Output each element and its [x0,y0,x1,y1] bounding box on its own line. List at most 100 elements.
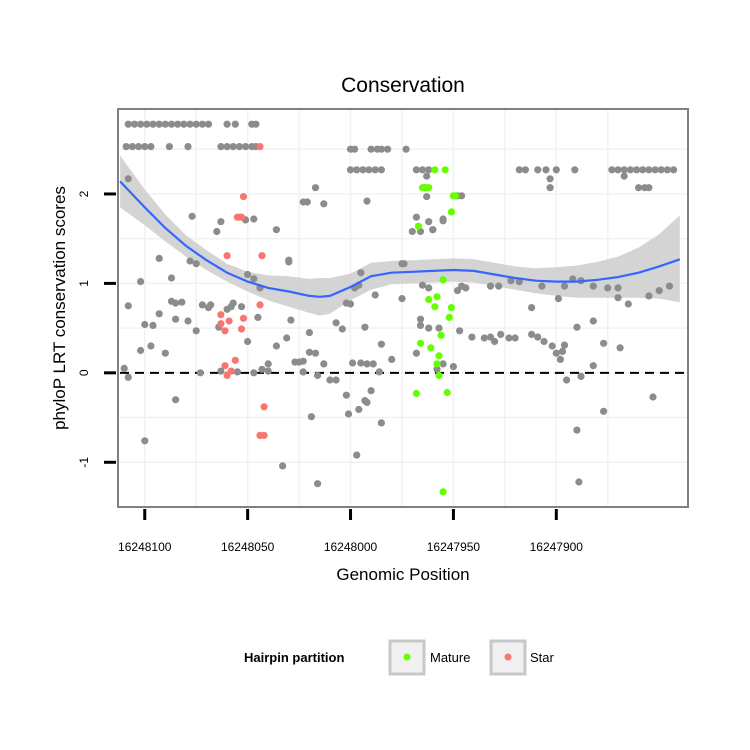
data-point-other [429,226,437,234]
data-point-other [198,120,206,128]
data-point-other [540,337,548,346]
data-point-other [299,357,307,365]
data-point-other [435,324,443,332]
y-tick-label: 1 [77,280,91,287]
data-point-mature [418,184,427,192]
data-point-other [377,145,385,153]
data-point-other [458,192,466,200]
x-tick-label: 16248100 [118,540,172,554]
x-axis: 16248100 16248050 16248000 16247950 16247900 [118,509,583,554]
data-point-other [665,282,674,290]
data-point-other [124,302,132,310]
data-point-other [546,184,554,192]
data-point-other [505,334,513,342]
data-point-other [439,360,447,368]
y-tick-label: 2 [77,190,91,197]
data-point-star [221,327,229,335]
data-point-other [237,303,246,311]
legend-label-star: Star [530,650,555,665]
data-point-other [320,360,328,368]
data-point-star [223,371,231,380]
y-axis-title: phyloP LRT conservation scores [50,186,69,430]
data-point-other [264,360,272,368]
data-point-other [355,405,363,414]
data-point-other [614,284,622,292]
data-point-other [573,426,581,434]
data-point-other [346,300,355,308]
x-tick-label: 16248050 [221,540,275,554]
data-point-mature [435,352,443,360]
y-tick-label: 0 [77,369,91,376]
data-point-other [279,462,287,470]
data-point-other [560,341,569,349]
data-point-other [423,193,431,201]
data-point-other [217,367,225,375]
data-point-mature [431,303,439,311]
data-point-other [563,376,571,384]
data-point-other [332,319,340,327]
data-point-other [635,184,643,192]
data-point-mature [439,488,447,496]
data-point-other [418,166,427,174]
data-point-other [486,282,495,290]
data-point-mature [445,313,453,321]
data-point-other [645,166,653,174]
data-point-other [554,295,563,303]
data-point-other [614,166,622,174]
data-point-other [149,120,157,128]
data-point-other [231,120,239,128]
data-point-other [299,198,307,206]
data-point-other [147,143,155,151]
data-point-other [141,143,149,151]
data-point-other [244,270,252,279]
data-point-other [311,349,320,357]
data-point-other [649,393,657,401]
data-point-other [377,340,385,348]
data-point-other [641,184,649,192]
data-point-other [196,369,204,377]
data-point-other [614,294,622,302]
data-point-other [285,256,293,264]
data-point-other [458,282,466,290]
data-point-other [371,291,379,299]
data-point-other [357,359,365,367]
data-point-other [272,226,280,234]
smooth-trend-line [119,180,681,298]
data-point-other [314,371,322,380]
data-point-star [223,252,231,260]
data-point-star [258,252,266,260]
x-tick-label: 16248000 [324,540,378,554]
data-point-mature [433,293,441,301]
data-point-other [124,175,132,183]
data-point-other [546,175,554,183]
legend-label-mature: Mature [430,650,470,665]
y-axis: -1 0 1 2 [77,190,116,468]
data-point-other [172,299,180,307]
data-point-star [260,403,268,411]
data-point-other [287,316,295,324]
data-point-other [217,218,225,226]
data-point-other [449,363,457,371]
legend: Hairpin partition Mature Star [244,639,555,676]
data-point-star [235,213,243,221]
data-point-mature [425,184,433,192]
data-point-other [412,166,420,174]
data-point-star [239,314,248,322]
data-point-other [626,166,635,174]
data-point-other [365,166,373,174]
data-point-other [528,330,536,338]
data-point-other [480,334,488,342]
data-point-star [217,320,225,328]
data-point-other [361,397,369,405]
data-point-other [137,120,145,128]
x-tick-label: 16247900 [530,540,584,554]
data-point-other [135,143,143,151]
data-point-other [507,277,515,285]
data-point-other [538,282,546,290]
data-point-other [155,310,163,318]
data-point-star [231,356,239,364]
legend-dot-mature [403,653,411,661]
data-point-other [560,282,569,290]
data-point-other [223,143,231,151]
data-point-other [655,287,663,295]
